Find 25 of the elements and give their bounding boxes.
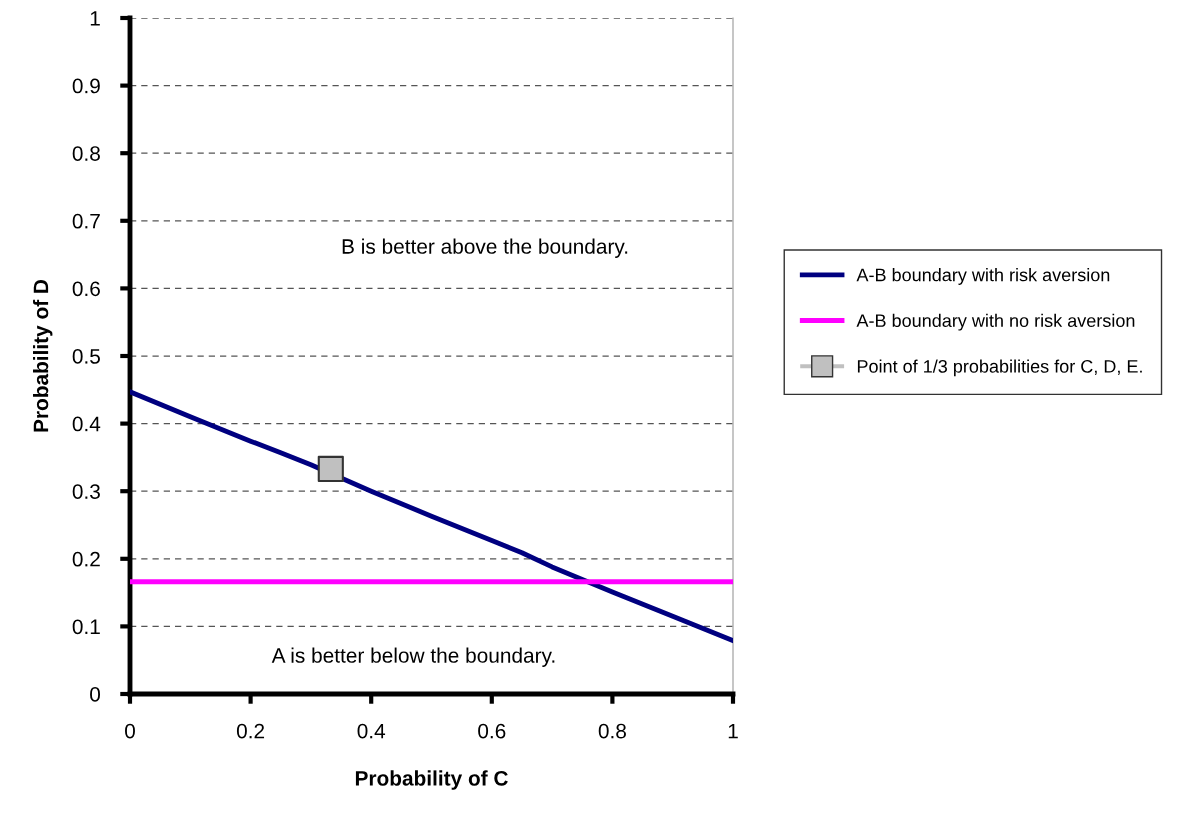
line-series <box>130 389 733 644</box>
y-tick-label: 0.4 <box>72 416 101 432</box>
y-tick-label: 0.2 <box>72 551 100 567</box>
y-tick-label: 0.5 <box>72 349 100 364</box>
y-tick-label: 0 <box>90 687 101 702</box>
annotation: B is better above the boundary. <box>342 238 628 258</box>
y-tick-label: 0.8 <box>72 146 100 161</box>
y-axis-title: Probability of D <box>33 279 53 432</box>
y-tick-label: 0.7 <box>72 213 100 229</box>
legend-label: A-B boundary with risk aversion <box>856 268 1110 285</box>
x-axis-title: Probability of C <box>355 770 508 790</box>
y-tick-label: 0.1 <box>72 619 100 635</box>
x-tick-label: 0 <box>125 723 135 739</box>
legend-label: A-B boundary with no risk aversion <box>856 313 1135 331</box>
annotation: A is better below the boundary. <box>271 647 555 667</box>
y-tick-label: 0.3 <box>72 484 100 499</box>
legend-label: Point of 1/3 probabilities for C, D, E. <box>857 359 1142 377</box>
x-tick-label: 0.8 <box>598 723 626 739</box>
y-tick-label: 1 <box>90 11 100 26</box>
x-tick-label: 1 <box>728 723 738 739</box>
y-tick-label: 0.9 <box>72 78 100 94</box>
x-tick-label: 0.2 <box>236 723 265 739</box>
x-tick-label: 0.6 <box>478 723 506 739</box>
x-tick-label: 0.4 <box>357 723 386 739</box>
y-tick-label: 0.6 <box>72 281 100 297</box>
